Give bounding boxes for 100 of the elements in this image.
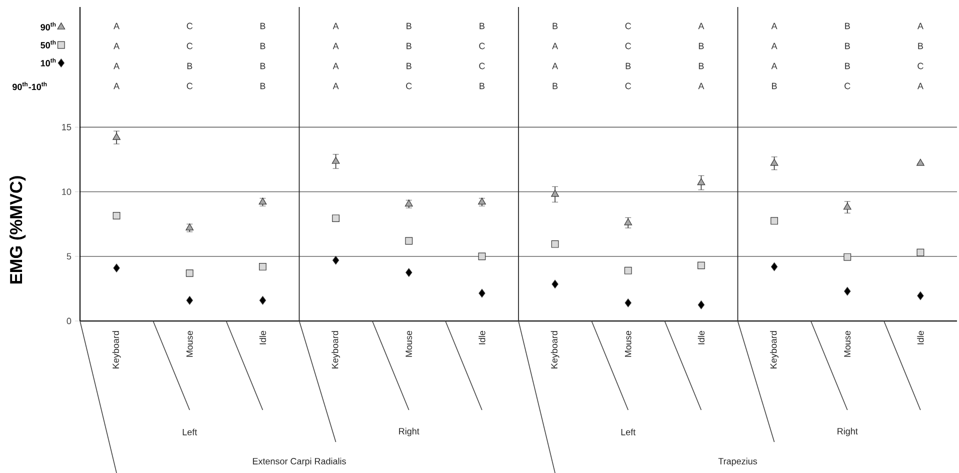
annotation: C [406, 82, 412, 90]
annotation: B [480, 22, 484, 30]
y-tick-label: 15 [62, 124, 72, 130]
annotation: A [552, 62, 558, 70]
annotation: C [625, 42, 632, 50]
point [770, 262, 778, 272]
text: 90$^{th}$-10$^{th}$ [12, 82, 47, 90]
point [551, 240, 559, 248]
annotation: A [771, 62, 778, 70]
annotation: C [479, 42, 485, 50]
annotation: C [186, 82, 193, 90]
point [844, 286, 851, 296]
point [917, 291, 924, 300]
annotation: B [260, 42, 266, 50]
annotation: A [917, 82, 924, 90]
point [405, 237, 413, 245]
point [552, 280, 558, 288]
x-tick-label: Keyboard [332, 331, 340, 368]
annotation: B [260, 22, 266, 30]
annotation: B [480, 82, 484, 90]
x-tick-label: Keyboard [550, 331, 560, 368]
x-tick-label: Mouse [186, 330, 193, 357]
point [624, 218, 632, 226]
annotation: B [260, 62, 266, 70]
annotation: B [918, 42, 923, 50]
text: Left [182, 428, 198, 436]
x-tick-label: Idle [698, 330, 705, 344]
text: Extensor Carpi Radialis [252, 458, 346, 466]
annotation: B [698, 42, 704, 50]
annotation: A [332, 22, 339, 30]
annotation: B [626, 62, 631, 70]
annotation: A [114, 82, 120, 90]
y-tick-label: 10 [62, 188, 72, 195]
point [186, 223, 194, 230]
point [406, 268, 412, 277]
point [698, 300, 705, 310]
point [112, 212, 120, 220]
x-tick-label: Mouse [406, 330, 412, 357]
annotation: B [845, 22, 850, 30]
annotation: B [552, 82, 558, 90]
point [916, 248, 924, 256]
annotation: C [918, 62, 924, 70]
x-tick-label: Idle [478, 330, 486, 344]
annotation: A [114, 22, 120, 30]
point [551, 190, 559, 197]
point [186, 296, 193, 305]
y-axis-title: EMG (%MVC) [9, 176, 26, 284]
x-tick-label: Mouse [844, 330, 851, 357]
text: Left [621, 428, 636, 436]
x-tick-label: Idle [259, 330, 266, 344]
point [624, 298, 632, 308]
x-tick-label: Mouse [624, 330, 632, 357]
point [259, 296, 266, 305]
point [697, 178, 706, 186]
point [624, 266, 632, 274]
point [478, 288, 486, 298]
annotation: A [917, 22, 924, 30]
point [770, 217, 778, 225]
y-tick-label: 0 [66, 318, 72, 324]
point [332, 156, 340, 164]
legend-label: 90$^{th}$ [40, 22, 56, 30]
annotation: A [771, 42, 778, 50]
annotation: B [187, 62, 192, 70]
annotation: A [698, 82, 704, 90]
annotation: A [771, 22, 778, 30]
point [186, 269, 194, 277]
point [698, 262, 705, 270]
annotation: B [772, 82, 777, 90]
legend-label: 50$^{th}$ [40, 40, 56, 48]
annotation: A [552, 42, 558, 50]
annotation: A [114, 42, 120, 50]
legend-label: 10$^{th}$ [40, 58, 56, 66]
annotation: C [186, 22, 193, 30]
x-tick-label: Idle [917, 330, 924, 344]
annotation: C [625, 22, 632, 30]
annotation: A [332, 42, 339, 50]
annotation: B [845, 42, 850, 50]
annotation: C [844, 82, 850, 90]
annotation: A [698, 22, 704, 30]
annotation: A [332, 62, 339, 70]
annotation: B [698, 62, 704, 70]
annotation: B [406, 62, 412, 70]
point [478, 252, 486, 260]
point [843, 202, 852, 210]
point [113, 264, 120, 272]
annotation: B [406, 42, 412, 50]
point [332, 214, 340, 222]
annotation: C [625, 82, 632, 90]
annotation: B [260, 82, 266, 90]
x-tick-label: Keyboard [770, 331, 778, 368]
annotation: A [114, 62, 120, 70]
y-tick-label: 5 [66, 253, 72, 260]
annotation: B [552, 22, 558, 30]
point [404, 200, 413, 206]
point [770, 158, 778, 166]
annotation: B [406, 22, 412, 30]
point [259, 263, 266, 270]
annotation: B [845, 62, 850, 70]
point [844, 253, 852, 261]
annotation: C [186, 42, 193, 50]
